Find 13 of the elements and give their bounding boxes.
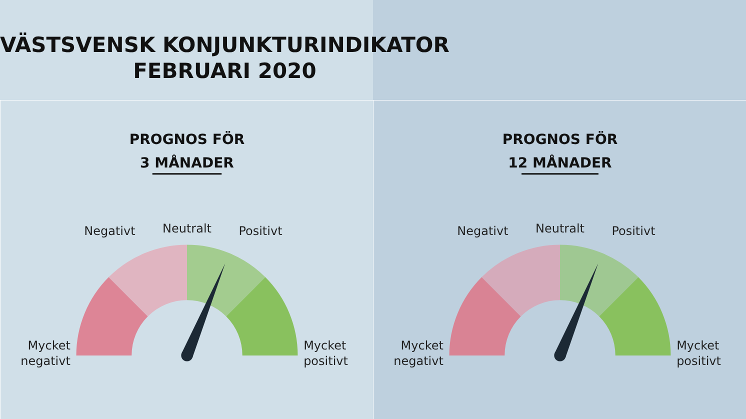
- chart-title: VÄSTSVENSK KONJUNKTURINDIKATOR FEBRUARI 2020: [0, 32, 450, 84]
- slice-label: Mycket negativt: [20, 338, 71, 368]
- slice-label: Negativt: [457, 224, 509, 238]
- slice-label: Positivt: [612, 224, 656, 238]
- text: Neutralt: [162, 222, 212, 236]
- text: Neutralt: [536, 222, 585, 236]
- chart-subtitle: PROGNOS FÖR 12 MÅNADER: [502, 131, 618, 172]
- chart-subtitle: PROGNOS FÖR 3 MÅNADER: [129, 131, 245, 172]
- slice-label: Mycket positivt: [304, 338, 348, 368]
- slice-label: Mycket positivt: [676, 338, 722, 368]
- slice-label: Negativt: [84, 224, 136, 238]
- slice-label: Positivt: [238, 224, 283, 238]
- slice-label: Mycket negativt: [394, 338, 444, 368]
